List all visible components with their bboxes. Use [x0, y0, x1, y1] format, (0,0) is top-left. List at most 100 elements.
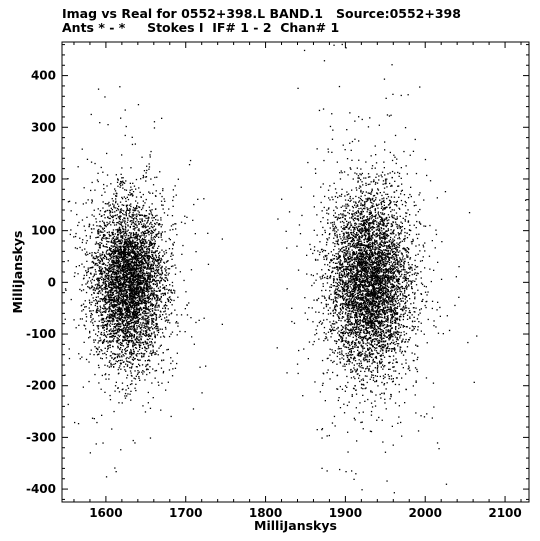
data-point [126, 335, 128, 337]
data-point [142, 207, 144, 209]
data-point [147, 323, 150, 325]
data-point [117, 247, 119, 249]
data-point [113, 358, 115, 361]
data-point [138, 281, 140, 283]
data-point [98, 283, 100, 285]
data-point [155, 219, 157, 221]
data-point [117, 257, 119, 259]
data-point [122, 262, 124, 264]
data-point [110, 283, 112, 286]
data-point [142, 302, 144, 304]
data-point [168, 369, 171, 371]
data-point [173, 292, 176, 294]
data-point [111, 299, 114, 302]
data-point [153, 257, 155, 259]
data-point [138, 276, 140, 278]
data-point [158, 259, 160, 261]
data-point [101, 311, 103, 313]
data-point [130, 234, 132, 236]
data-point [168, 289, 170, 292]
data-point [121, 293, 124, 295]
data-point [127, 336, 129, 338]
data-point [118, 220, 120, 223]
data-point [150, 292, 152, 295]
data-point [120, 291, 122, 293]
data-point [141, 226, 143, 228]
data-point [98, 278, 100, 280]
data-point [128, 272, 130, 274]
data-point [139, 290, 141, 292]
data-point [138, 326, 140, 328]
data-point [104, 234, 106, 237]
data-point [136, 335, 138, 338]
data-point [110, 245, 112, 247]
data-point [150, 241, 152, 243]
data-point [111, 276, 113, 278]
data-point [143, 225, 145, 227]
data-point [136, 282, 138, 284]
data-point [112, 300, 115, 302]
data-point [145, 321, 147, 323]
data-point [129, 209, 131, 211]
data-point [120, 285, 122, 287]
data-point [110, 254, 112, 256]
data-point [110, 309, 113, 311]
data-point [105, 318, 107, 320]
data-point [131, 188, 133, 191]
data-point [129, 258, 131, 260]
data-point [154, 259, 156, 261]
data-point [115, 273, 117, 276]
data-point [113, 301, 116, 303]
data-point [164, 317, 166, 319]
data-point [108, 289, 110, 292]
data-point [103, 287, 105, 289]
data-point [133, 253, 136, 256]
data-point [132, 287, 134, 290]
data-point [124, 304, 127, 306]
data-point [94, 346, 96, 348]
data-point [165, 301, 167, 304]
data-point [87, 253, 89, 256]
data-point [143, 215, 145, 217]
data-point [117, 320, 119, 322]
data-point [106, 253, 108, 255]
data-point [140, 330, 142, 332]
data-point [116, 247, 119, 249]
data-point [129, 313, 131, 315]
data-point [140, 242, 143, 244]
data-point [145, 325, 147, 328]
data-point [133, 294, 135, 296]
data-point [138, 343, 140, 345]
data-point [160, 318, 163, 320]
data-point [104, 324, 107, 326]
data-point [145, 307, 148, 309]
data-point [128, 357, 130, 359]
data-point [144, 227, 146, 229]
data-point [164, 307, 166, 309]
data-point [149, 209, 151, 211]
data-point [140, 263, 142, 266]
data-point [107, 124, 109, 126]
data-point [93, 274, 95, 277]
data-point [120, 287, 122, 289]
data-point [136, 224, 138, 227]
data-point [96, 325, 98, 327]
data-point [141, 326, 143, 328]
data-point [101, 288, 103, 290]
data-point [103, 339, 105, 342]
data-point [110, 278, 112, 281]
data-point [117, 209, 119, 211]
data-point [157, 297, 159, 299]
data-point [141, 364, 144, 366]
data-point [107, 274, 109, 276]
data-point [146, 215, 148, 217]
data-point [112, 353, 114, 355]
data-point [154, 222, 156, 225]
data-point [157, 329, 160, 332]
data-point [134, 287, 137, 290]
data-point [97, 249, 100, 251]
data-point [113, 298, 116, 300]
data-point [111, 323, 113, 325]
data-point [145, 323, 148, 325]
data-point [111, 301, 113, 304]
